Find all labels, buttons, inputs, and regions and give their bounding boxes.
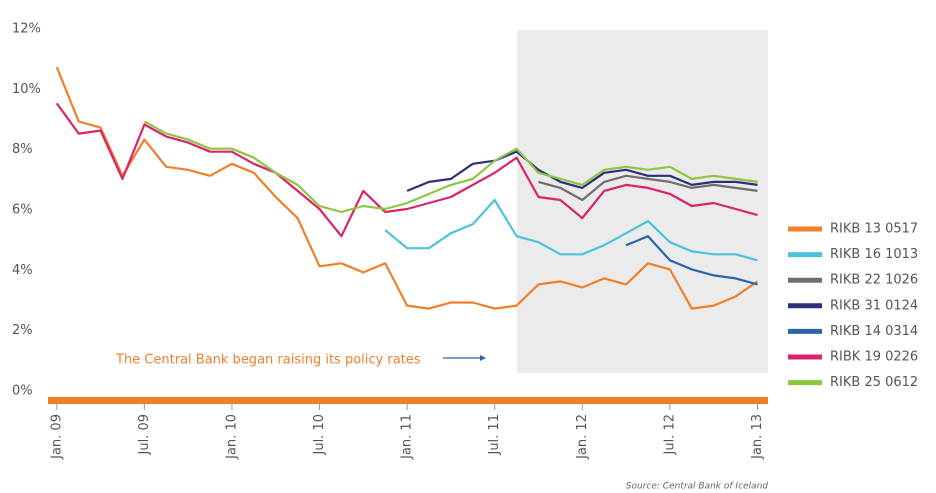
x-tick-label: Jan. 09 xyxy=(49,414,64,460)
legend-label: RIKB 22 1026 xyxy=(830,273,918,288)
legend-label: RIKB 25 0612 xyxy=(830,375,918,390)
y-tick-label: 8% xyxy=(12,142,33,157)
x-tick-label: Jul. 12 xyxy=(662,414,677,456)
legend-label: RIKB 14 0314 xyxy=(830,324,918,339)
y-tick-label: 12% xyxy=(12,22,41,37)
legend-label: RIBK 19 0226 xyxy=(830,350,918,365)
y-tick-label: 2% xyxy=(12,323,33,338)
legend-label: RIKB 16 1013 xyxy=(830,247,918,262)
y-tick-label: 6% xyxy=(12,203,33,218)
annotation: The Central Bank began raising its polic… xyxy=(115,353,421,368)
series-line xyxy=(538,174,758,202)
series-line xyxy=(143,120,758,214)
series-line xyxy=(384,198,758,262)
annotation-arrowhead xyxy=(480,355,486,361)
x-tick-label: Jan. 11 xyxy=(400,414,415,460)
source: Source: Central Bank of Iceland xyxy=(626,482,768,492)
x-tick-label: Jan. 12 xyxy=(575,414,590,460)
highlight-period xyxy=(517,30,768,373)
series-line xyxy=(625,235,758,286)
legend-label: RIKB 13 0517 xyxy=(830,222,918,237)
y-tick-label: 4% xyxy=(12,263,33,278)
series-line xyxy=(406,150,758,192)
series-line xyxy=(55,66,759,310)
x-tick-label: Jan. 13 xyxy=(750,414,765,460)
y-tick-label: 0% xyxy=(12,384,33,399)
x-axis xyxy=(48,397,768,404)
legend-label: RIKB 31 0124 xyxy=(830,298,918,313)
x-tick-label: Jul. 11 xyxy=(487,414,502,456)
y-tick-label: 10% xyxy=(12,82,41,97)
x-tick-label: Jul. 10 xyxy=(312,414,327,456)
series-line xyxy=(55,102,758,238)
x-tick-label: Jul. 09 xyxy=(137,414,152,456)
x-tick-label: Jan. 10 xyxy=(224,414,239,460)
